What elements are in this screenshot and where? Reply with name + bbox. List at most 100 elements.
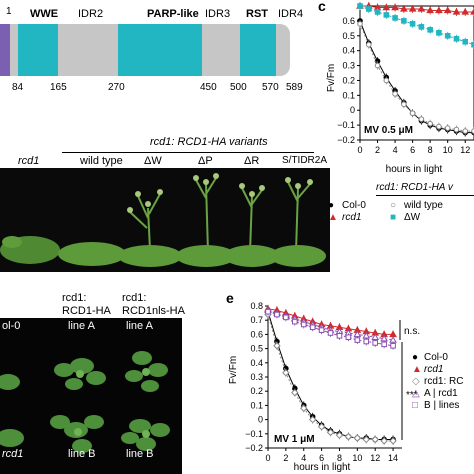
x-tick-label: 6 xyxy=(319,453,324,463)
plant-photo-b xyxy=(0,168,330,272)
y-tick-label: 0.3 xyxy=(342,61,355,71)
nterm-segment xyxy=(0,24,10,76)
variants-header: rcd1: RCD1-HA variants xyxy=(150,136,268,148)
x-axis-label: hours in light xyxy=(294,462,351,473)
x-tick-label: 0 xyxy=(357,145,362,155)
legend-label: ΔW xyxy=(404,212,421,223)
data-point xyxy=(401,101,407,108)
data-point xyxy=(300,321,307,328)
legend-label: rcd1: RC xyxy=(424,376,464,387)
y-tick-label: −0.2 xyxy=(245,443,263,453)
genotype-label: ΔW xyxy=(144,155,162,167)
position-label: 450 xyxy=(200,82,217,93)
data-point xyxy=(436,123,442,130)
data-point xyxy=(380,437,388,445)
rst-domain xyxy=(240,24,276,76)
y-tick-label: 0.4 xyxy=(342,46,355,56)
data-point xyxy=(317,422,326,431)
data-point xyxy=(453,35,460,42)
legend-marker-rcd1: ▲ xyxy=(412,364,422,375)
x-axis-label: hours in light xyxy=(386,164,443,175)
panel-letter-e: e xyxy=(226,290,234,306)
x-tick-label: 4 xyxy=(301,453,306,463)
data-point xyxy=(409,110,416,116)
data-point xyxy=(336,333,343,339)
data-point xyxy=(345,334,352,341)
domain-start-label: 1 xyxy=(6,6,12,17)
data-point xyxy=(292,318,298,325)
data-point xyxy=(444,32,451,39)
data-point xyxy=(382,3,391,11)
domain-label-wwe: WWE xyxy=(30,8,59,20)
data-point xyxy=(381,341,387,348)
legend-label: B | lines xyxy=(424,400,460,411)
data-point xyxy=(353,434,362,442)
data-point xyxy=(389,437,397,445)
legend-label: Col-0 xyxy=(424,352,448,363)
data-point xyxy=(453,126,460,133)
data-point xyxy=(392,91,398,97)
legend-rule xyxy=(376,195,474,196)
line-label: line B xyxy=(68,448,96,460)
plot-frame xyxy=(359,5,474,141)
legend-marker-col0: ● xyxy=(328,200,335,211)
data-point xyxy=(309,324,316,331)
data-point xyxy=(374,62,381,69)
data-point xyxy=(383,77,390,84)
chart-mv-1: Fv/Fm hours in light MV 1 μM 0.8 0.7 0.6 0.… xyxy=(228,301,420,473)
data-point xyxy=(409,21,416,27)
y-tick-label: 0.2 xyxy=(250,386,263,396)
y-axis-label: Fv/Fm xyxy=(326,64,337,92)
legend-label: Col-0 xyxy=(342,200,366,211)
data-point xyxy=(274,311,280,318)
panel-letter-c: c xyxy=(318,0,326,14)
data-point xyxy=(435,6,443,14)
data-point xyxy=(401,18,407,24)
genotype-label: S/TIDR2A xyxy=(282,155,328,166)
data-point xyxy=(354,337,361,343)
treatment-label: MV 0.5 μM xyxy=(364,125,413,136)
data-point xyxy=(427,27,433,33)
data-point xyxy=(344,432,353,441)
data-point xyxy=(418,24,425,30)
genotype-label: wild type xyxy=(80,155,123,167)
data-point xyxy=(374,9,381,15)
data-point xyxy=(461,7,470,15)
y-tick-label: 0.6 xyxy=(342,16,355,26)
data-point xyxy=(392,15,398,21)
position-label: 589 xyxy=(286,82,303,93)
y-tick-label: 0 xyxy=(258,415,263,425)
data-point xyxy=(273,342,281,350)
data-point xyxy=(452,7,461,15)
parp-domain xyxy=(118,24,202,76)
data-point xyxy=(300,404,308,412)
legend-label: rcd1 xyxy=(342,212,362,223)
data-point xyxy=(357,3,363,9)
x-tick-label: 8 xyxy=(337,453,342,463)
legend-label: A | rcd1 xyxy=(424,388,458,399)
legend-marker-b: □ xyxy=(412,400,419,411)
sig-stars: *** xyxy=(406,390,418,401)
data-point xyxy=(283,314,289,321)
genotype-label: ΔP xyxy=(198,155,213,167)
data-point xyxy=(470,7,474,15)
domain-label-rst: RST xyxy=(246,8,268,20)
wwe-domain xyxy=(18,24,58,76)
legend-label: rcd1 xyxy=(424,364,444,375)
legend-c: ● Col-0 ▲ rcd1 ○ wild type ■ ΔW xyxy=(328,200,474,224)
position-label: 570 xyxy=(262,82,279,93)
x-tick-label: 10 xyxy=(443,145,453,155)
line-label: ol-0 xyxy=(2,320,21,332)
data-point xyxy=(443,6,452,14)
domain-label-idr4: IDR4 xyxy=(278,8,304,20)
x-tick-label: 2 xyxy=(283,453,288,463)
legend-marker-wt: ○ xyxy=(390,200,397,211)
data-point xyxy=(426,6,435,14)
line-label: line A xyxy=(126,320,153,332)
data-point xyxy=(308,415,317,424)
legend-marker-dw: ■ xyxy=(390,212,397,223)
legend-marker-col0: ● xyxy=(412,352,419,363)
data-point xyxy=(436,30,442,36)
y-tick-label: 0.1 xyxy=(342,90,355,100)
legend-marker-rc: ◇ xyxy=(412,376,420,387)
